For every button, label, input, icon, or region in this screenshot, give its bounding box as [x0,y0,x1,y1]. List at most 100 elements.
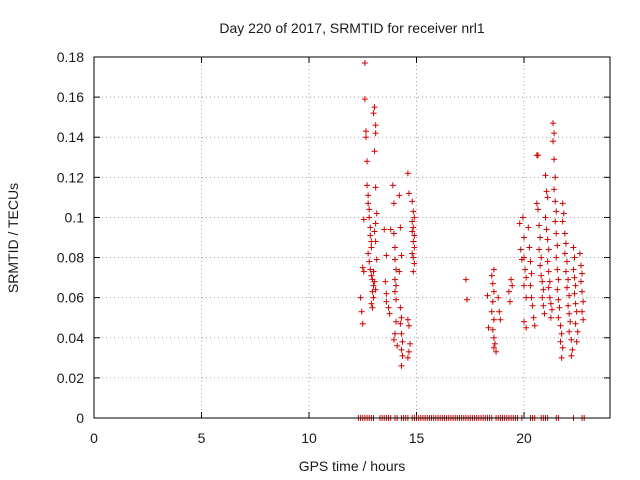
data-point [489,326,496,333]
data-point [542,214,549,221]
data-point [404,316,411,323]
data-point [519,214,526,221]
data-point [554,266,561,273]
data-point [521,234,527,241]
data-point [484,292,491,299]
data-point [404,354,411,361]
grid [94,57,610,418]
data-point [411,232,418,239]
data-point [528,270,535,277]
data-point [372,238,379,245]
data-point [357,294,364,301]
data-point [576,250,583,257]
data-point [579,270,586,277]
data-point [507,298,514,305]
data-point [547,300,554,307]
chart-title: Day 220 of 2017, SRMTID for receiver nrl… [219,20,485,36]
data-point [398,314,405,321]
data-point [551,156,558,163]
y-tick-label: 0.06 [57,290,84,306]
data-point [360,268,367,275]
data-point [528,294,535,301]
data-point [527,258,534,265]
data-point [405,348,412,355]
x-tick-label: 5 [198,430,206,446]
data-point [555,314,562,321]
data-point [381,226,388,233]
data-point [537,262,544,269]
data-point [543,226,550,233]
data-point [371,148,378,155]
data-point [495,294,502,301]
data-point [368,272,375,279]
data-point [361,60,368,67]
axis-ticks: 0 0.02 0.04 0.06 0.08 0.1 0.12 0.14 0.16 0.18 0 5 10… [57,49,610,446]
data-point [523,294,530,301]
y-tick-label: 0 [76,410,84,426]
data-point [358,308,365,315]
data-point [548,306,555,313]
data-point [490,344,497,351]
data-point [389,182,396,189]
data-point [491,340,498,347]
data-point [558,330,565,337]
data-point [398,346,405,353]
data-point [539,278,546,285]
data-point [372,122,379,129]
data-point [561,250,568,257]
data-point [534,152,541,159]
x-tick-label: 20 [516,430,532,446]
data-point [541,310,548,317]
data-point [393,266,400,273]
data-point [490,334,497,341]
y-tick-label: 0.18 [57,49,84,65]
data-point [367,224,374,231]
data-point [562,268,569,275]
data-point [536,222,543,229]
data-point [571,274,578,281]
data-point [410,268,417,275]
data-point [559,344,566,351]
data-point [369,288,376,295]
data-point [529,302,536,309]
data-point [559,200,566,207]
data-point [505,288,512,295]
data-point [516,220,523,227]
data-point [405,322,412,329]
data-point [496,308,503,315]
data-point [557,338,564,345]
data-point [399,352,406,359]
data-point [370,110,377,117]
data-point [539,294,546,301]
data-point [366,214,373,221]
data-point [396,192,403,199]
data-point [392,276,398,283]
data-point [573,308,580,315]
data-point [392,288,398,295]
data-point [407,340,414,347]
data-point [397,224,404,231]
data-point [571,254,578,261]
data-point [370,268,377,275]
data-point [371,278,378,285]
data-point [547,314,554,321]
data-point [397,304,404,311]
data-point [369,304,376,311]
y-axis-label: SRMTID / TECUs [5,183,21,293]
data-point [545,246,552,253]
data-point [490,266,497,273]
data-point [517,246,524,253]
data-point [367,232,374,239]
data-point [574,328,581,335]
data-point [372,286,379,293]
data-point [540,286,547,293]
data-point [398,252,405,259]
data-point [564,284,570,291]
data-point [580,298,587,305]
data-point [521,318,527,325]
data-point [383,298,390,305]
data-point [526,244,533,251]
data-point [550,120,557,127]
data-point [371,228,378,235]
data-point [572,300,579,307]
